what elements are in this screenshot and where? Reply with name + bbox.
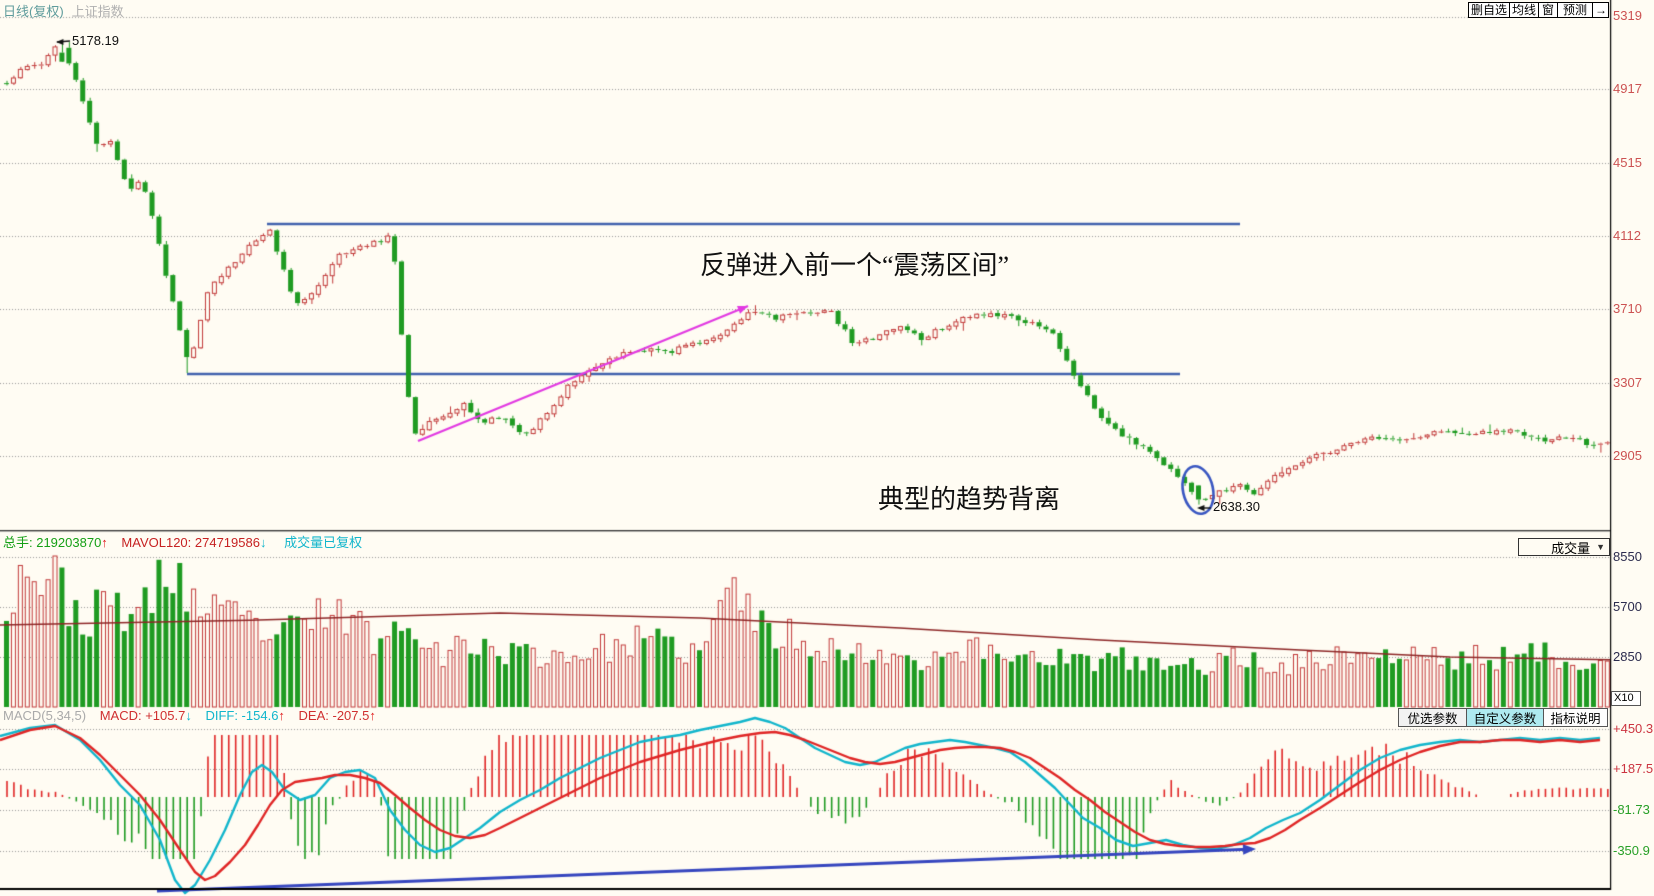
y-axis-tick-label: -350.9	[1613, 843, 1650, 858]
low-price-label: 2638.30	[1213, 499, 1260, 514]
y-axis-tick-label: 2905	[1613, 448, 1642, 463]
y-axis-tick-label: 4917	[1613, 81, 1642, 96]
macd-value-label: MACD: +105.7	[99, 708, 186, 723]
macd-button-row: 优选参数 自定义参数 指标说明	[1398, 708, 1608, 727]
indicator-help-button[interactable]: 指标说明	[1543, 708, 1608, 727]
annotation-trend-divergence: 典型的趋势背离	[878, 485, 1061, 514]
y-axis-tick-label: 4112	[1613, 228, 1641, 243]
period-label: 日线(复权)	[3, 4, 64, 19]
y-axis-tick-label: 3307	[1613, 375, 1642, 390]
y-axis-tick-label: -81.73	[1613, 802, 1650, 817]
dea-value-label: DEA: -207.5	[298, 708, 370, 723]
total-volume-label: 总手: 219203870	[3, 535, 102, 550]
up-arrow-icon: ↑	[369, 708, 376, 723]
y-axis-tick-label: 2850	[1613, 649, 1642, 664]
multiplier-label: X10	[1611, 691, 1641, 706]
chevron-down-icon: ▼	[1596, 542, 1605, 552]
volume-indicator-dropdown[interactable]: 成交量 ▼	[1518, 538, 1610, 556]
jump-end-icon: →|	[1595, 3, 1611, 17]
jump-to-latest-button[interactable]: →|	[1592, 2, 1611, 18]
window-button[interactable]: 窗	[1538, 2, 1558, 18]
mavol-label: MAVOL120: 274719586	[121, 535, 260, 550]
chart-title: 日线(复权) 上证指数	[3, 1, 124, 20]
volume-adjusted-label: 成交量已复权	[284, 535, 363, 550]
preferred-params-button[interactable]: 优选参数	[1398, 708, 1467, 727]
y-axis-tick-label: +187.5	[1613, 761, 1654, 776]
y-axis-tick-label: 3710	[1613, 301, 1642, 316]
annotation-rebound-range: 反弹进入前一个“震荡区间”	[700, 251, 1010, 280]
y-axis-tick-label: 5319	[1613, 8, 1642, 23]
macd-header: MACD(5,34,5) MACD: +105.7↓ DIFF: -154.6↑…	[3, 708, 376, 723]
down-arrow-icon: ↓	[259, 535, 267, 550]
ma-line-button[interactable]: 均线	[1509, 2, 1539, 18]
up-arrow-icon: ↑	[278, 708, 285, 723]
custom-params-button[interactable]: 自定义参数	[1466, 708, 1544, 727]
volume-dropdown-label: 成交量	[1551, 540, 1591, 556]
y-axis-tick-label: +450.3	[1613, 721, 1654, 736]
up-arrow-icon: ↑	[101, 535, 108, 550]
macd-params-label: MACD(5,34,5)	[3, 708, 87, 723]
y-axis-tick-label: 8550	[1613, 549, 1642, 564]
peak-price-label: 5178.19	[72, 33, 119, 48]
diff-value-label: DIFF: -154.6	[205, 708, 279, 723]
down-arrow-icon: ↓	[185, 708, 192, 723]
symbol-label: 上证指数	[71, 4, 124, 19]
top-toolbar: 删自选 均线 窗 预测 →|	[1468, 2, 1611, 18]
volume-header: 总手: 219203870↑ MAVOL120: 274719586↓ 成交量已…	[3, 532, 362, 551]
forecast-button[interactable]: 预测	[1557, 2, 1593, 18]
delete-favorite-button[interactable]: 删自选	[1468, 2, 1510, 18]
y-axis-tick-label: 4515	[1613, 155, 1642, 170]
y-axis-tick-label: 5700	[1613, 599, 1642, 614]
